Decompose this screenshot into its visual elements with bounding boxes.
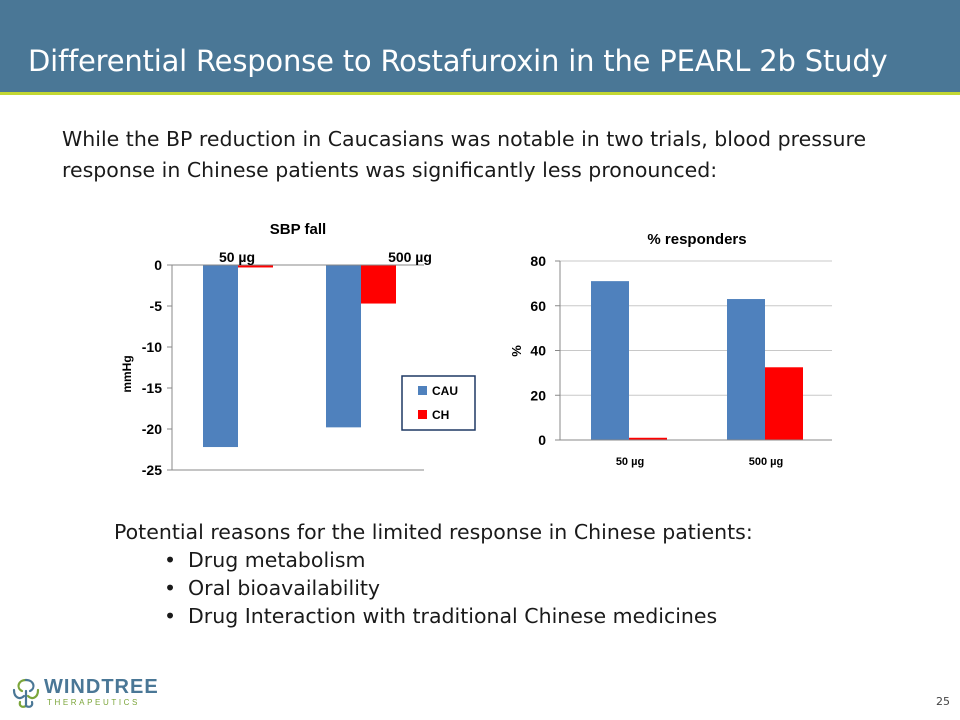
title-bar — [0, 0, 960, 92]
chart1-category-label: 500 µg — [388, 249, 432, 265]
legend-box — [401, 375, 476, 431]
chart1-ylabel: mmHg — [120, 355, 134, 392]
list-item: • Oral bioavailability — [164, 574, 753, 602]
reasons-list: • Drug metabolism • Oral bioavailability •… — [114, 546, 753, 630]
chart1-tick-label: -15 — [142, 380, 162, 396]
chart1-legend: CAU CH — [401, 375, 476, 431]
chart2-tick-label: 0 — [538, 432, 546, 448]
chart2-bar — [765, 367, 803, 440]
slide-title: Differential Response to Rostafuroxin in… — [28, 44, 888, 78]
title-underline — [0, 92, 960, 95]
chart2-bar — [629, 437, 667, 440]
chart2-tick-label: 40 — [530, 343, 546, 359]
reasons-title: Potential reasons for the limited respon… — [114, 520, 753, 544]
legend-label-cau: CAU — [432, 384, 458, 398]
list-item-text: Drug Interaction with traditional Chines… — [188, 604, 718, 628]
chart2-category-label: 50 µg — [616, 456, 644, 468]
chart2-category-label: 500 µg — [749, 456, 783, 468]
chart2-title: % responders — [647, 231, 746, 248]
chart2-tick-label: 80 — [530, 253, 546, 269]
chart1-tick-label: -20 — [142, 421, 162, 437]
bullet-glyph: • — [164, 548, 177, 572]
chart1-bar — [238, 265, 273, 268]
list-item-text: Drug metabolism — [188, 548, 366, 572]
logo-wordmark: WINDTREE — [44, 676, 159, 698]
intro-text: While the BP reduction in Caucasians was… — [62, 127, 867, 182]
chart1-title: SBP fall — [270, 221, 326, 238]
chart1-bar — [326, 265, 361, 428]
chart2-tick-label: 20 — [530, 387, 546, 403]
chart1-tick-label: -25 — [142, 462, 162, 478]
list-item-text: Oral bioavailability — [188, 576, 381, 600]
page-number: 25 — [936, 695, 950, 708]
list-item: • Drug metabolism — [164, 546, 753, 574]
legend-label-ch: CH — [432, 408, 449, 422]
chart2-ylabel: % — [509, 345, 524, 357]
logo-subtitle: THERAPEUTICS — [47, 698, 140, 707]
chart1-tick-label: 0 — [154, 257, 162, 273]
chart1-bar — [203, 265, 238, 448]
chart2-bar — [727, 299, 765, 440]
chart1-bar — [361, 265, 396, 304]
bullet-glyph: • — [164, 604, 177, 628]
legend-swatch-ch — [418, 410, 427, 419]
list-item: • Drug Interaction with traditional Chine… — [164, 602, 753, 630]
legend-swatch-cau — [418, 386, 427, 395]
chart2-tick-label: 60 — [530, 298, 546, 314]
chart2-bar — [591, 281, 629, 440]
chart1-category-label: 50 µg — [219, 249, 255, 265]
windtree-logo-icon — [12, 678, 40, 708]
bullet-glyph: • — [164, 576, 177, 600]
reasons-section: Potential reasons for the limited respon… — [114, 518, 753, 630]
chart1-tick-label: -10 — [142, 339, 162, 355]
chart1-tick-label: -5 — [150, 298, 163, 314]
